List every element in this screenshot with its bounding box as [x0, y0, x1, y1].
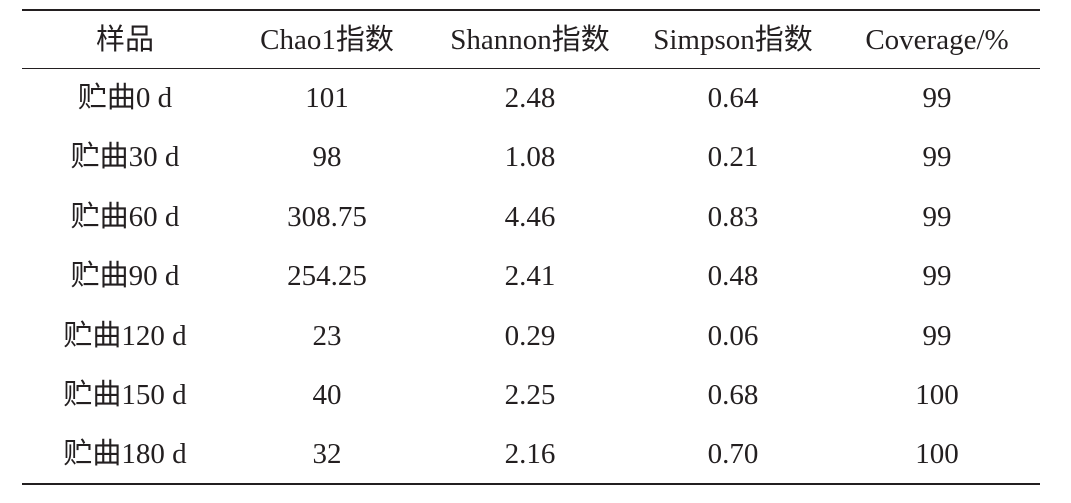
top-rule: [22, 9, 1040, 11]
table-cell: 99: [922, 200, 952, 233]
table-cell: 0.21: [707, 141, 759, 174]
table-cell: 32: [312, 438, 342, 471]
row-label: 贮曲60 d: [70, 200, 180, 233]
table-cell: 0.48: [707, 260, 759, 293]
bottom-rule: [22, 483, 1040, 485]
header-cell: Chao1指数: [260, 24, 394, 56]
table-cell: 100: [915, 438, 959, 471]
table-cell: 4.46: [504, 200, 556, 233]
table-cell: 99: [922, 82, 952, 114]
header-cell: 样品: [95, 24, 155, 56]
table-cell: 1.08: [504, 141, 556, 174]
table-cell: 0.64: [707, 82, 759, 114]
table-cell: 98: [312, 141, 342, 174]
header-cell: Simpson指数: [653, 24, 813, 56]
table-cell: 254.25: [287, 260, 367, 293]
table-cell: 2.48: [504, 82, 556, 114]
table-cell: 0.83: [707, 200, 759, 233]
table-cell: 2.16: [504, 438, 556, 471]
header-cell: Coverage/%: [865, 24, 1009, 56]
table-cell: 100: [915, 379, 959, 411]
table-cell: 0.68: [707, 379, 759, 411]
row-label: 贮曲0 d: [77, 82, 173, 114]
table-cell: 2.41: [504, 260, 556, 293]
row-label: 贮曲90 d: [70, 260, 180, 293]
row-label: 贮曲150 d: [63, 379, 187, 411]
table-cell: 0.70: [707, 438, 759, 471]
table-cell: 40: [312, 379, 342, 411]
row-label: 贮曲30 d: [70, 141, 180, 174]
table-cell: 99: [922, 260, 952, 293]
header-rule: [22, 68, 1040, 69]
row-label: 贮曲180 d: [63, 438, 187, 471]
table-cell: 101: [305, 82, 349, 114]
table-cell: 0.29: [504, 319, 556, 352]
table-cell: 2.25: [504, 379, 556, 411]
header-cell: Shannon指数: [450, 24, 610, 56]
table-cell: 99: [922, 319, 952, 352]
row-label: 贮曲120 d: [63, 319, 187, 352]
table-cell: 308.75: [287, 200, 367, 233]
table-cell: 99: [922, 141, 952, 174]
table-cell: 23: [312, 319, 342, 352]
table-cell: 0.06: [707, 319, 759, 352]
